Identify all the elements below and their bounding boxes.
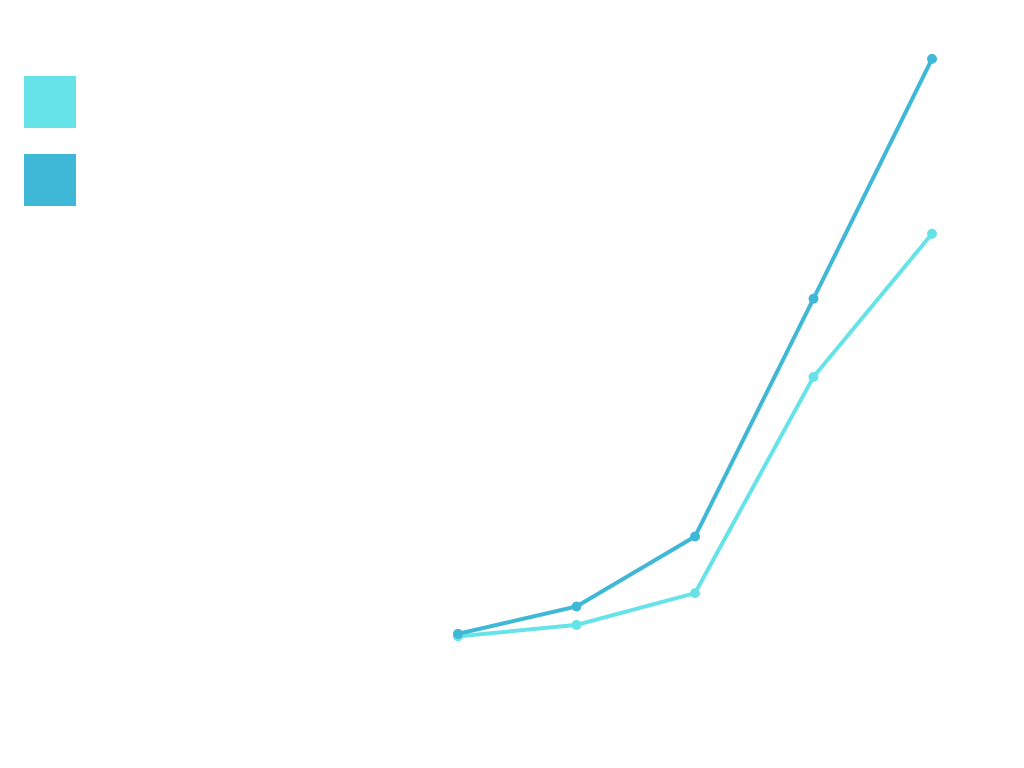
data-point-series-1-4: [808, 371, 819, 382]
data-point-series-1-3: [690, 588, 700, 599]
legend-item-series-2: [24, 154, 88, 206]
data-point-series-2-2: [571, 601, 582, 612]
data-point-series-2-4: [808, 293, 819, 304]
data-point-series-2-1: [453, 628, 463, 639]
data-point-series-1-5: [927, 228, 937, 239]
legend-item-series-1: [24, 76, 88, 128]
data-point-series-2-3: [690, 531, 700, 542]
data-point-series-2-5: [927, 53, 937, 64]
series-line-1: [456, 231, 934, 639]
data-point-series-1-2: [571, 619, 582, 630]
legend-swatch-series-2: [24, 154, 76, 206]
series-line-2: [456, 56, 934, 636]
legend: [24, 76, 88, 232]
legend-swatch-series-1: [24, 76, 76, 128]
